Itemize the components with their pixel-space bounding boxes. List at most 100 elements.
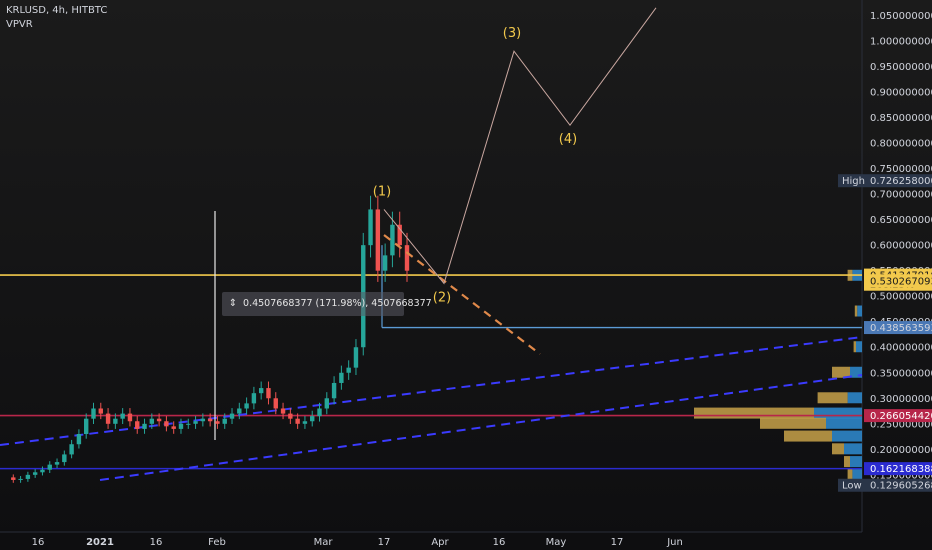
- candle-body: [382, 255, 388, 271]
- measure-tooltip: ⇕ 0.4507668377 (171.98%), 4507668377: [222, 292, 432, 316]
- price-tag-bg: [838, 174, 932, 188]
- y-tick-label: 0.3500000000: [870, 368, 932, 379]
- vp-bar-up: [847, 392, 862, 404]
- vp-bar-up: [850, 366, 862, 378]
- vp-bar-up: [856, 341, 862, 353]
- y-tick-label: 0.8000000000: [870, 139, 932, 150]
- y-tick-label: 0.9500000000: [870, 62, 932, 73]
- x-tick-label: 2021: [86, 537, 114, 548]
- elliott-wave-path[interactable]: [383, 7, 657, 285]
- candle-body: [404, 245, 410, 271]
- price-tag-bg: [838, 478, 932, 492]
- symbol-title: KRLUSD, 4h, HITBTC: [6, 5, 108, 16]
- vp-bar-up: [852, 468, 862, 480]
- x-tick-label: Mar: [314, 537, 334, 548]
- candle-body: [54, 462, 60, 465]
- candle-body: [331, 382, 337, 399]
- candle-body: [288, 413, 293, 419]
- price-tag-value: 0.1296052685: [870, 481, 932, 492]
- candle-body: [244, 403, 249, 409]
- candle-body: [98, 408, 103, 414]
- candle-body: [47, 464, 52, 470]
- vp-bar-up: [844, 443, 862, 455]
- candle-body: [113, 418, 118, 424]
- candle-body: [215, 421, 220, 424]
- candle-body: [280, 408, 286, 414]
- vp-bar-down: [853, 341, 856, 353]
- price-tag-label: High: [842, 176, 865, 187]
- vp-bar-up: [832, 430, 862, 442]
- wave-label: (1): [373, 184, 391, 199]
- wave-label: (2): [433, 290, 451, 305]
- candle-body: [193, 421, 198, 424]
- price-tag-value: 0.5302670931: [870, 276, 932, 287]
- candle-body: [258, 388, 264, 394]
- price-tag-value: 0.1621683882: [870, 464, 932, 475]
- y-tick-label: 0.6500000000: [870, 215, 932, 226]
- price-tag-label: Low: [842, 481, 862, 492]
- candle-body: [273, 398, 278, 409]
- price-tag-bg: [864, 274, 932, 288]
- candle-body: [375, 209, 381, 271]
- x-tick-label: Apr: [431, 537, 449, 548]
- y-tick-label: 0.5000000000: [870, 292, 932, 303]
- candle-body: [229, 413, 235, 419]
- price-tag-bg: [864, 462, 932, 476]
- price-tag-value: 0.2660544205: [870, 411, 932, 422]
- vp-bar-down: [844, 456, 850, 468]
- channel-lower-line[interactable]: [99, 374, 863, 481]
- forecast-dashed-line[interactable]: [383, 234, 541, 355]
- candle-body: [76, 434, 82, 445]
- price-tag: 0.5302670931: [864, 274, 932, 288]
- vp-bar-down: [854, 305, 858, 317]
- candle-body: [200, 418, 206, 422]
- price-tag-value: 0.7262580000: [870, 176, 932, 187]
- y-tick-label: 0.8500000000: [870, 113, 932, 124]
- candle-body: [346, 367, 351, 373]
- candle-body: [178, 423, 184, 429]
- price-tag: 0.4385635934: [864, 321, 932, 335]
- vp-bar-up: [814, 407, 862, 419]
- x-tick-label: 17: [378, 537, 391, 548]
- vp-bar-up: [850, 456, 862, 468]
- vp-bar-down: [832, 443, 844, 455]
- candle-body: [251, 393, 257, 404]
- x-tick-label: 16: [150, 537, 163, 548]
- x-tick-label: Feb: [208, 537, 226, 548]
- candle-body: [397, 224, 402, 246]
- channel-upper-line[interactable]: [0, 336, 863, 446]
- vp-bar-down: [784, 430, 832, 442]
- candle-body: [120, 413, 125, 419]
- vp-bar-up: [857, 305, 862, 317]
- candle-body: [207, 418, 213, 422]
- candle-body: [69, 444, 74, 455]
- candle-body: [302, 421, 308, 424]
- price-tag: 0.2660544205: [864, 409, 932, 423]
- candle-body: [164, 421, 169, 427]
- candle-body: [186, 423, 191, 425]
- price-tag-bg: [864, 321, 932, 335]
- x-tick-label: Jun: [666, 537, 683, 548]
- candle-body: [339, 372, 344, 383]
- indicator-label[interactable]: VPVR: [6, 19, 33, 30]
- x-tick-label: 17: [611, 537, 624, 548]
- candle-body: [295, 418, 300, 424]
- y-tick-label: 0.7000000000: [870, 190, 932, 201]
- candle-body: [62, 454, 67, 463]
- candle-body: [142, 423, 147, 429]
- candle-body: [127, 413, 133, 422]
- x-tick-label: 16: [493, 537, 506, 548]
- x-tick-label: 16: [32, 537, 45, 548]
- vp-bar-down: [847, 468, 853, 480]
- candle-body: [156, 418, 162, 422]
- candle-body: [11, 477, 16, 480]
- candle-body: [105, 413, 111, 424]
- candle-body: [171, 426, 176, 429]
- price-tag: Low 0.1296052685: [838, 478, 932, 492]
- candle-body: [40, 469, 45, 473]
- measure-label: 0.4507668377 (171.98%), 4507668377: [243, 298, 432, 309]
- vp-bar-up: [826, 417, 862, 429]
- y-tick-label: 1.0000000000: [870, 37, 932, 48]
